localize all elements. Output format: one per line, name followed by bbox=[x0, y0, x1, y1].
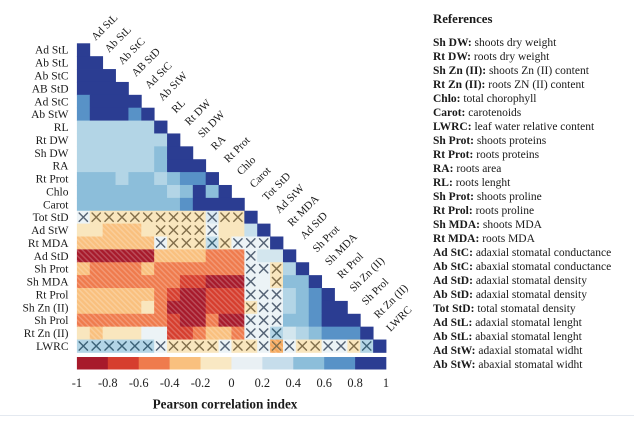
svg-text:-1: -1 bbox=[72, 376, 82, 390]
svg-text:RL: RL bbox=[54, 122, 69, 134]
svg-text:Ad StW: adaxial stomatal widht: Ad StW: adaxial stomatal widht bbox=[433, 345, 583, 357]
svg-text:Pearson correlation index: Pearson correlation index bbox=[153, 397, 298, 412]
svg-text:Rt Zn (II): Rt Zn (II) bbox=[24, 328, 69, 340]
svg-text:Rt Prot: roots proteins: Rt Prot: roots proteins bbox=[433, 149, 540, 161]
svg-text:Rt DW: roots dry weight: Rt DW: roots dry weight bbox=[433, 51, 550, 63]
svg-text:-0.6: -0.6 bbox=[129, 376, 149, 390]
svg-text:Ab StC: abaxial stomatal condu: Ab StC: abaxial stomatal conductance bbox=[433, 261, 611, 273]
svg-text:Tot StD: total stomatal densit: Tot StD: total stomatal density bbox=[433, 303, 576, 315]
svg-text:LWRC: leaf water relative cont: LWRC: leaf water relative content bbox=[433, 121, 595, 133]
svg-text:Sh Zn (II): Sh Zn (II) bbox=[23, 302, 69, 314]
svg-text:Chlo: Chlo bbox=[46, 186, 69, 198]
svg-text:Chlo: total chorophyll: Chlo: total chorophyll bbox=[433, 93, 537, 105]
svg-text:Rt Prol: roots proline: Rt Prol: roots proline bbox=[433, 205, 534, 217]
svg-text:-0.2: -0.2 bbox=[191, 376, 211, 390]
svg-text:Ad StD: Ad StD bbox=[34, 251, 69, 263]
svg-text:RL: roots lenght: RL: roots lenght bbox=[433, 177, 511, 189]
svg-text:0: 0 bbox=[228, 376, 234, 390]
svg-text:Ab StW: Ab StW bbox=[31, 109, 69, 121]
svg-text:References: References bbox=[433, 12, 492, 26]
svg-text:Sh Prol: Sh Prol bbox=[34, 315, 68, 327]
svg-text:1: 1 bbox=[383, 376, 389, 390]
svg-text:Rt Prot: Rt Prot bbox=[36, 174, 70, 186]
svg-text:Carot: carotenoids: Carot: carotenoids bbox=[433, 107, 522, 119]
svg-text:Rt Prol: Rt Prol bbox=[36, 289, 69, 301]
svg-text:Ab StW: abaxial stomatal widht: Ab StW: abaxial stomatal widht bbox=[433, 359, 583, 371]
svg-text:Sh MDA: Sh MDA bbox=[27, 277, 70, 289]
svg-text:Ab StD: adaxial stomatal densi: Ab StD: adaxial stomatal density bbox=[433, 289, 587, 301]
svg-text:0.4: 0.4 bbox=[286, 376, 302, 390]
svg-text:Sh Prot: shoots proline: Sh Prot: shoots proline bbox=[433, 191, 542, 203]
svg-text:Rt DW: Rt DW bbox=[36, 135, 69, 147]
svg-text:Sh Zn (II): shoots Zn (II) con: Sh Zn (II): shoots Zn (II) content bbox=[433, 65, 590, 77]
svg-text:Ad StD: adaxial stomatal densi: Ad StD: adaxial stomatal density bbox=[433, 275, 587, 287]
svg-text:Sh MDA: shoots MDA: Sh MDA: shoots MDA bbox=[433, 219, 543, 231]
svg-text:Tot StD: Tot StD bbox=[33, 212, 69, 224]
svg-text:Sh Prot: Sh Prot bbox=[34, 264, 69, 276]
svg-text:RA: roots area: RA: roots area bbox=[433, 163, 501, 175]
svg-text:LWRC: LWRC bbox=[36, 341, 69, 353]
svg-text:0.8: 0.8 bbox=[347, 376, 363, 390]
svg-text:Ab StL: Ab StL bbox=[35, 58, 69, 70]
svg-text:-0.8: -0.8 bbox=[98, 376, 118, 390]
svg-text:Rt MDA: Rt MDA bbox=[28, 238, 69, 250]
svg-text:0.6: 0.6 bbox=[316, 376, 332, 390]
svg-text:Rt Zn (II): roots ZN (II) cont: Rt Zn (II): roots ZN (II) content bbox=[433, 79, 585, 91]
svg-text:Ad StC: adaxial stomatal condu: Ad StC: adaxial stomatal conductance bbox=[433, 247, 611, 259]
svg-text:0.2: 0.2 bbox=[255, 376, 271, 390]
svg-text:Sh Prot: shoots proteins: Sh Prot: shoots proteins bbox=[433, 135, 547, 147]
svg-text:Rt MDA: roots MDA: Rt MDA: roots MDA bbox=[433, 233, 536, 245]
svg-text:Ab StC: Ab StC bbox=[34, 71, 69, 83]
svg-text:Carot: Carot bbox=[43, 199, 69, 211]
svg-text:Sh DW: Sh DW bbox=[34, 148, 68, 160]
svg-text:Ad StW: Ad StW bbox=[31, 225, 69, 237]
svg-text:Ad StL: Ad StL bbox=[35, 45, 69, 57]
svg-text:Ad StC: Ad StC bbox=[34, 96, 69, 108]
svg-text:Ad StL: adaxial stomatal lengh: Ad StL: adaxial stomatal lenght bbox=[433, 317, 583, 329]
svg-text:Sh DW: shoots dry weight: Sh DW: shoots dry weight bbox=[433, 37, 557, 49]
svg-text:-0.4: -0.4 bbox=[160, 376, 180, 390]
svg-text:AB StD: AB StD bbox=[32, 83, 69, 95]
svg-text:RA: RA bbox=[53, 161, 70, 173]
svg-text:Ab StL: abaxial stomatal lengh: Ab StL: abaxial stomatal lenght bbox=[433, 331, 583, 343]
